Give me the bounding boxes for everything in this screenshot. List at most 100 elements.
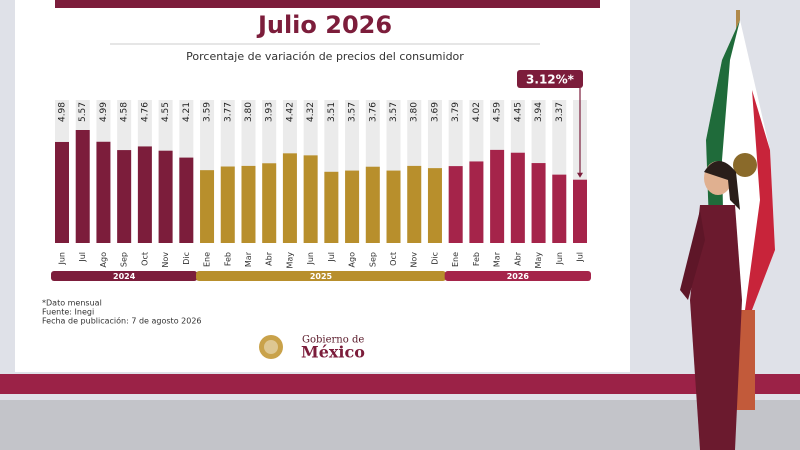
bar (552, 174, 567, 243)
x-tick-label: Feb (223, 252, 232, 266)
x-tick-label: Ene (203, 252, 212, 267)
chart-title: Julio 2026 (256, 11, 392, 39)
value-label: 4.42 (285, 102, 295, 122)
year-bar (444, 271, 591, 281)
bar (573, 179, 587, 243)
value-label: 5.57 (78, 102, 88, 122)
x-tick-label: Mar (493, 251, 502, 267)
bar (96, 141, 111, 243)
person-body (690, 205, 742, 450)
logo-line2: México (301, 343, 365, 362)
bar (179, 157, 194, 243)
value-label: 3.69 (430, 102, 440, 122)
callout-arrowhead (577, 172, 583, 178)
plot: Jun 4.98 Jul 5.57 Ago 4.99 Sep 4.58 Oct 4.76 Nov 4.… (51, 70, 591, 281)
year-label: 2026 (507, 272, 530, 281)
value-label: 4.58 (120, 102, 130, 122)
flag-red (745, 90, 775, 310)
bar (427, 168, 442, 243)
bar (241, 165, 256, 243)
value-label: 4.99 (99, 102, 109, 122)
x-tick-label: Jul (327, 252, 336, 263)
callout-box (517, 70, 583, 88)
value-label: 4.59 (493, 102, 503, 122)
bar (490, 149, 505, 243)
bar (137, 146, 152, 243)
year-label: 2025 (310, 272, 333, 281)
x-tick-label: Nov (410, 252, 419, 268)
value-label: 4.76 (140, 102, 150, 122)
x-tick-label: Oct (389, 252, 398, 266)
bar (75, 130, 90, 243)
bar (407, 165, 422, 243)
note: Fuente: Inegi (42, 308, 94, 317)
x-tick-label: Abr (513, 251, 522, 266)
value-label: 4.32 (306, 102, 316, 122)
bar (220, 166, 235, 243)
value-label: 3.80 (410, 102, 420, 122)
bar (200, 170, 215, 243)
year-label: 2024 (113, 272, 136, 281)
value-label: 3.79 (451, 102, 461, 122)
bar (531, 163, 546, 243)
value-label: 3.80 (244, 102, 254, 122)
bar (510, 152, 525, 243)
year-bar (196, 271, 446, 281)
bar (469, 161, 484, 243)
logo-line1: Gobierno de (302, 335, 364, 346)
value-label: 4.55 (161, 102, 171, 122)
x-tick-label: Dic (182, 252, 191, 265)
bar (365, 166, 380, 243)
x-tick-label: May (285, 252, 294, 269)
bar (303, 155, 318, 243)
x-tick-label: Sep (368, 252, 377, 267)
logo-emblem (259, 335, 283, 359)
person-hair (704, 161, 740, 210)
value-label: 3.37 (555, 102, 565, 122)
bar (55, 141, 69, 243)
x-tick-label: Abr (265, 251, 274, 266)
value-label: 3.57 (389, 102, 399, 122)
x-tick-label: May (534, 252, 543, 269)
x-tick-label: Jul (78, 252, 87, 263)
x-tick-label: Ago (348, 252, 357, 268)
bar (386, 170, 401, 243)
floor (0, 400, 800, 450)
x-tick-label: Jun (58, 252, 67, 266)
logo-emblem-inner (264, 340, 278, 354)
bar (117, 150, 132, 243)
x-tick-label: Mar (244, 251, 253, 267)
value-label: 4.45 (513, 102, 523, 122)
year-bar (51, 271, 198, 281)
bar (324, 171, 339, 243)
value-label: 3.51 (327, 102, 337, 122)
value-label: 4.21 (182, 102, 192, 122)
value-label: 3.93 (265, 102, 275, 122)
value-label: 3.59 (203, 102, 213, 122)
x-tick-label: Oct (140, 252, 149, 266)
x-tick-label: Dic (430, 252, 439, 265)
value-label: 3.76 (368, 102, 378, 122)
value-label: 3.94 (534, 102, 544, 122)
x-tick-label: Jun (555, 252, 564, 266)
note: Fecha de publicación: 7 de agosto 2026 (42, 316, 202, 326)
bar (282, 153, 297, 243)
x-tick-label: Nov (161, 252, 170, 268)
value-label: 4.98 (58, 102, 68, 122)
x-tick-label: Ago (99, 252, 108, 268)
x-tick-label: Ene (451, 252, 460, 267)
flag-emblem (733, 153, 757, 177)
bar (262, 163, 277, 243)
bar (158, 150, 173, 243)
x-tick-label: Sep (120, 252, 129, 267)
bar (345, 170, 360, 243)
slide-top-bar (55, 0, 600, 8)
red-band (0, 374, 800, 394)
bar (448, 166, 463, 243)
x-tick-label: Feb (472, 252, 481, 266)
value-label: 4.02 (472, 102, 482, 122)
value-label: 3.57 (348, 102, 358, 122)
person-arm (680, 210, 705, 300)
chart-subtitle: Porcentaje de variación de precios del c… (186, 50, 464, 63)
